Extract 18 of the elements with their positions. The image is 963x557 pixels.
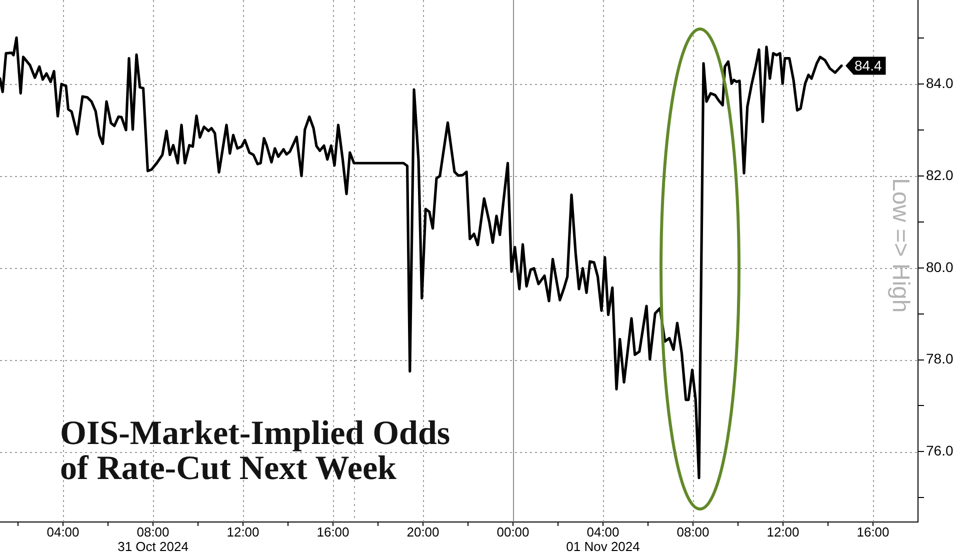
y-tick-label: 82.0 <box>926 166 954 183</box>
x-tick-label: 08:00 <box>676 524 710 540</box>
x-tick-label: 04:00 <box>46 524 80 540</box>
x-tick-label: 16:00 <box>856 524 890 540</box>
y-tick-label: 80.0 <box>926 258 954 275</box>
x-tick-label: 12:00 <box>766 524 800 540</box>
x-tick-label: 20:00 <box>406 524 440 540</box>
data-label: 84.4 <box>854 58 882 74</box>
x-tick-label: 16:00 <box>316 524 350 540</box>
y-axis-title: Low => High <box>886 178 914 313</box>
x-tick-label: 12:00 <box>226 524 260 540</box>
y-tick-label: 76.0 <box>926 442 954 459</box>
x-tick-label: 04:00 01 Nov 2024 <box>566 524 640 554</box>
x-tick-label: 00:00 <box>496 524 530 540</box>
y-tick-label: 78.0 <box>926 350 954 367</box>
text: OIS-Market-Implied Odds of Rate-Cut Next Week <box>60 415 452 487</box>
x-tick-label: 08:00 31 Oct 2024 <box>118 524 188 554</box>
y-tick-label: 84.0 <box>926 74 954 91</box>
